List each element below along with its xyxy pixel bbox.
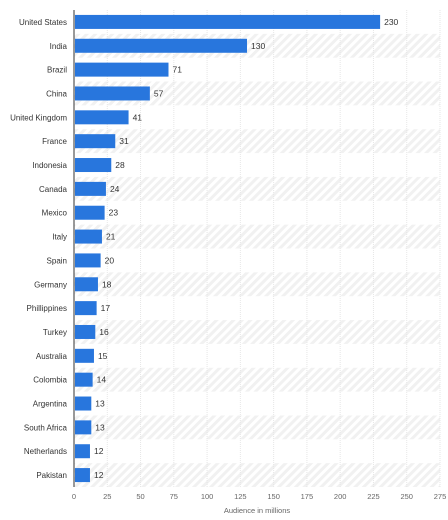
- bar: [75, 444, 90, 459]
- value-label: 230: [384, 17, 398, 27]
- category-label: India: [50, 42, 68, 51]
- category-label: United States: [19, 18, 67, 27]
- x-tick-label: 200: [334, 492, 347, 501]
- category-label: Spain: [47, 256, 67, 265]
- row-band: [74, 415, 440, 440]
- value-label: 130: [251, 41, 265, 51]
- value-label: 20: [105, 255, 115, 265]
- x-tick-label: 250: [400, 492, 413, 501]
- value-labels: 230 130 71 57 41 31 28 24 23 21 20 18 17 16 15 14 13 13 12…: [94, 17, 399, 480]
- category-label: South Africa: [24, 423, 68, 432]
- value-label: 28: [115, 160, 125, 170]
- category-label: United Kingdom: [10, 113, 67, 122]
- x-tick-label: 0: [72, 492, 76, 501]
- bar: [75, 229, 102, 244]
- value-label: 71: [172, 65, 182, 75]
- x-tick-label: 125: [234, 492, 247, 501]
- x-tick-label: 275: [434, 492, 447, 501]
- value-label: 41: [133, 112, 143, 122]
- value-label: 21: [106, 232, 116, 242]
- category-label: Turkey: [43, 328, 67, 337]
- bar: [75, 181, 106, 196]
- x-tick-label: 25: [103, 492, 111, 501]
- value-label: 15: [98, 351, 108, 361]
- category-label: France: [42, 137, 67, 146]
- category-labels: United States India Brazil China United King…: [10, 18, 67, 480]
- bar: [75, 38, 248, 53]
- value-label: 57: [154, 88, 164, 98]
- bar: [75, 14, 381, 29]
- row-band: [74, 176, 440, 201]
- category-label: Colombia: [33, 376, 67, 385]
- value-label: 18: [102, 279, 112, 289]
- x-tick-labels: 0 25 50 75 100 125 150 175 200 225 250 275: [72, 492, 446, 501]
- category-label: Pakistan: [36, 471, 67, 480]
- value-label: 12: [94, 446, 104, 456]
- x-axis-title: Audience in millions: [224, 506, 291, 515]
- x-tick-label: 175: [301, 492, 314, 501]
- row-band: [74, 224, 440, 249]
- category-label: Indonesia: [32, 161, 67, 170]
- category-label: Argentina: [33, 400, 68, 409]
- bar: [75, 158, 112, 173]
- bar: [75, 420, 92, 435]
- bars: [75, 14, 381, 483]
- category-label: Phillippines: [27, 304, 67, 313]
- category-label: Germany: [34, 280, 67, 289]
- category-label: Canada: [39, 185, 68, 194]
- value-label: 24: [110, 184, 120, 194]
- category-label: China: [46, 89, 67, 98]
- row-band: [74, 463, 440, 487]
- value-label: 16: [99, 327, 109, 337]
- row-band: [74, 129, 440, 154]
- bar: [75, 62, 169, 77]
- bar: [75, 396, 92, 411]
- value-label: 31: [119, 136, 129, 146]
- value-label: 23: [109, 208, 119, 218]
- x-tick-label: 150: [267, 492, 280, 501]
- bar: [75, 134, 116, 149]
- bar: [75, 301, 97, 316]
- category-label: Australia: [36, 352, 68, 361]
- value-label: 13: [95, 399, 105, 409]
- category-label: Italy: [52, 233, 67, 242]
- row-band: [74, 320, 440, 344]
- value-label: 13: [95, 422, 105, 432]
- bar: [75, 205, 105, 220]
- value-label: 17: [101, 303, 111, 313]
- grid-lines: [106, 10, 441, 487]
- bar: [75, 468, 90, 483]
- row-band: [74, 272, 440, 297]
- row-bands: [74, 33, 440, 487]
- value-label: 14: [97, 375, 107, 385]
- x-tick-label: 75: [170, 492, 178, 501]
- x-tick-label: 225: [367, 492, 380, 501]
- value-label: 12: [94, 470, 104, 480]
- bar: [75, 253, 101, 268]
- category-label: Mexico: [42, 209, 68, 218]
- bar: [75, 348, 94, 363]
- row-band: [74, 81, 440, 106]
- x-tick-label: 100: [201, 492, 214, 501]
- bar: [75, 110, 129, 125]
- row-band: [74, 367, 440, 392]
- x-tick-label: 50: [136, 492, 144, 501]
- bar: [75, 277, 98, 292]
- bar: [75, 86, 150, 101]
- category-label: Brazil: [47, 66, 67, 75]
- bar: [75, 372, 93, 387]
- bar: [75, 324, 96, 339]
- category-label: Netherlands: [24, 447, 67, 456]
